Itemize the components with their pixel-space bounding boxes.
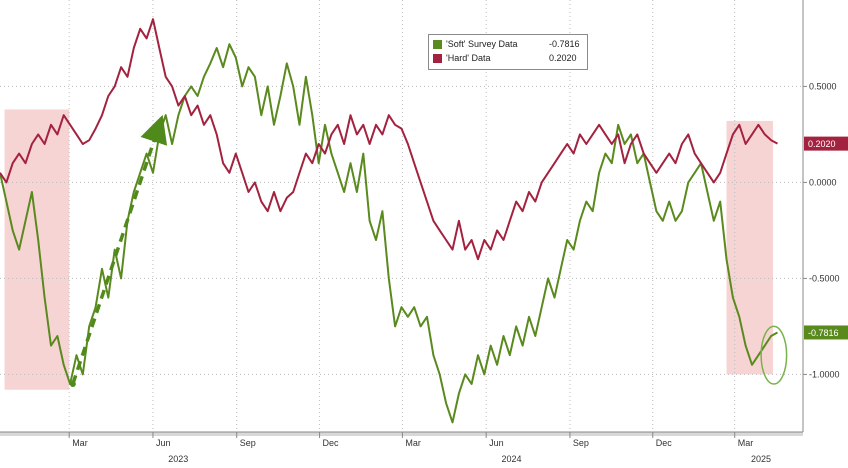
legend-label-soft: 'Soft' Survey Data [446,39,518,49]
x-year-label: 2023 [168,454,188,464]
legend-item-soft: 'Soft' Survey Data -0.7816 [433,39,583,51]
trend-arrow [71,114,168,385]
highlight-regions [4,109,773,390]
x-tick-label: Dec [656,438,673,448]
last-value-tag-soft [804,325,848,340]
x-tick-label: Mar [405,438,421,448]
y-tick-label: -1.0000 [809,369,840,379]
x-axis-band [0,432,803,436]
legend-label-hard: 'Hard' Data [446,53,491,63]
y-tick-label: 0.0000 [809,177,837,187]
legend-value-soft: -0.7816 [549,39,580,49]
legend-swatch-hard [433,54,442,63]
annotations [69,114,788,387]
x-tick-label: Jun [489,438,504,448]
x-tick-label: Sep [573,438,589,448]
x-year-label: 2024 [501,454,521,464]
x-year-label: 2025 [751,454,771,464]
last-value-tag-hard [804,136,848,151]
series-lines [0,18,778,424]
series-line-hard [0,18,778,261]
grid-lines [0,0,803,432]
x-tick-label: Sep [240,438,256,448]
x-tick-label: Dec [323,438,340,448]
highlight-region-2 [726,120,773,375]
legend: 'Soft' Survey Data -0.7816 'Hard' Data 0… [428,34,588,70]
y-tick-label: -0.5000 [809,273,840,283]
circle-annotation [760,325,788,385]
x-tick-label: Jun [156,438,171,448]
last-value-label: 0.2020 [808,139,836,149]
trend-arrow-origin [69,381,76,387]
legend-item-hard: 'Hard' Data 0.2020 [433,53,583,65]
x-tick-label: Mar [738,438,754,448]
y-tick-label: 0.5000 [809,81,837,91]
x-tick-label: Mar [72,438,88,448]
series-line-soft [0,43,778,424]
last-value-label: -0.7816 [808,328,839,338]
legend-swatch-soft [433,40,442,49]
legend-value-hard: 0.2020 [549,53,577,63]
